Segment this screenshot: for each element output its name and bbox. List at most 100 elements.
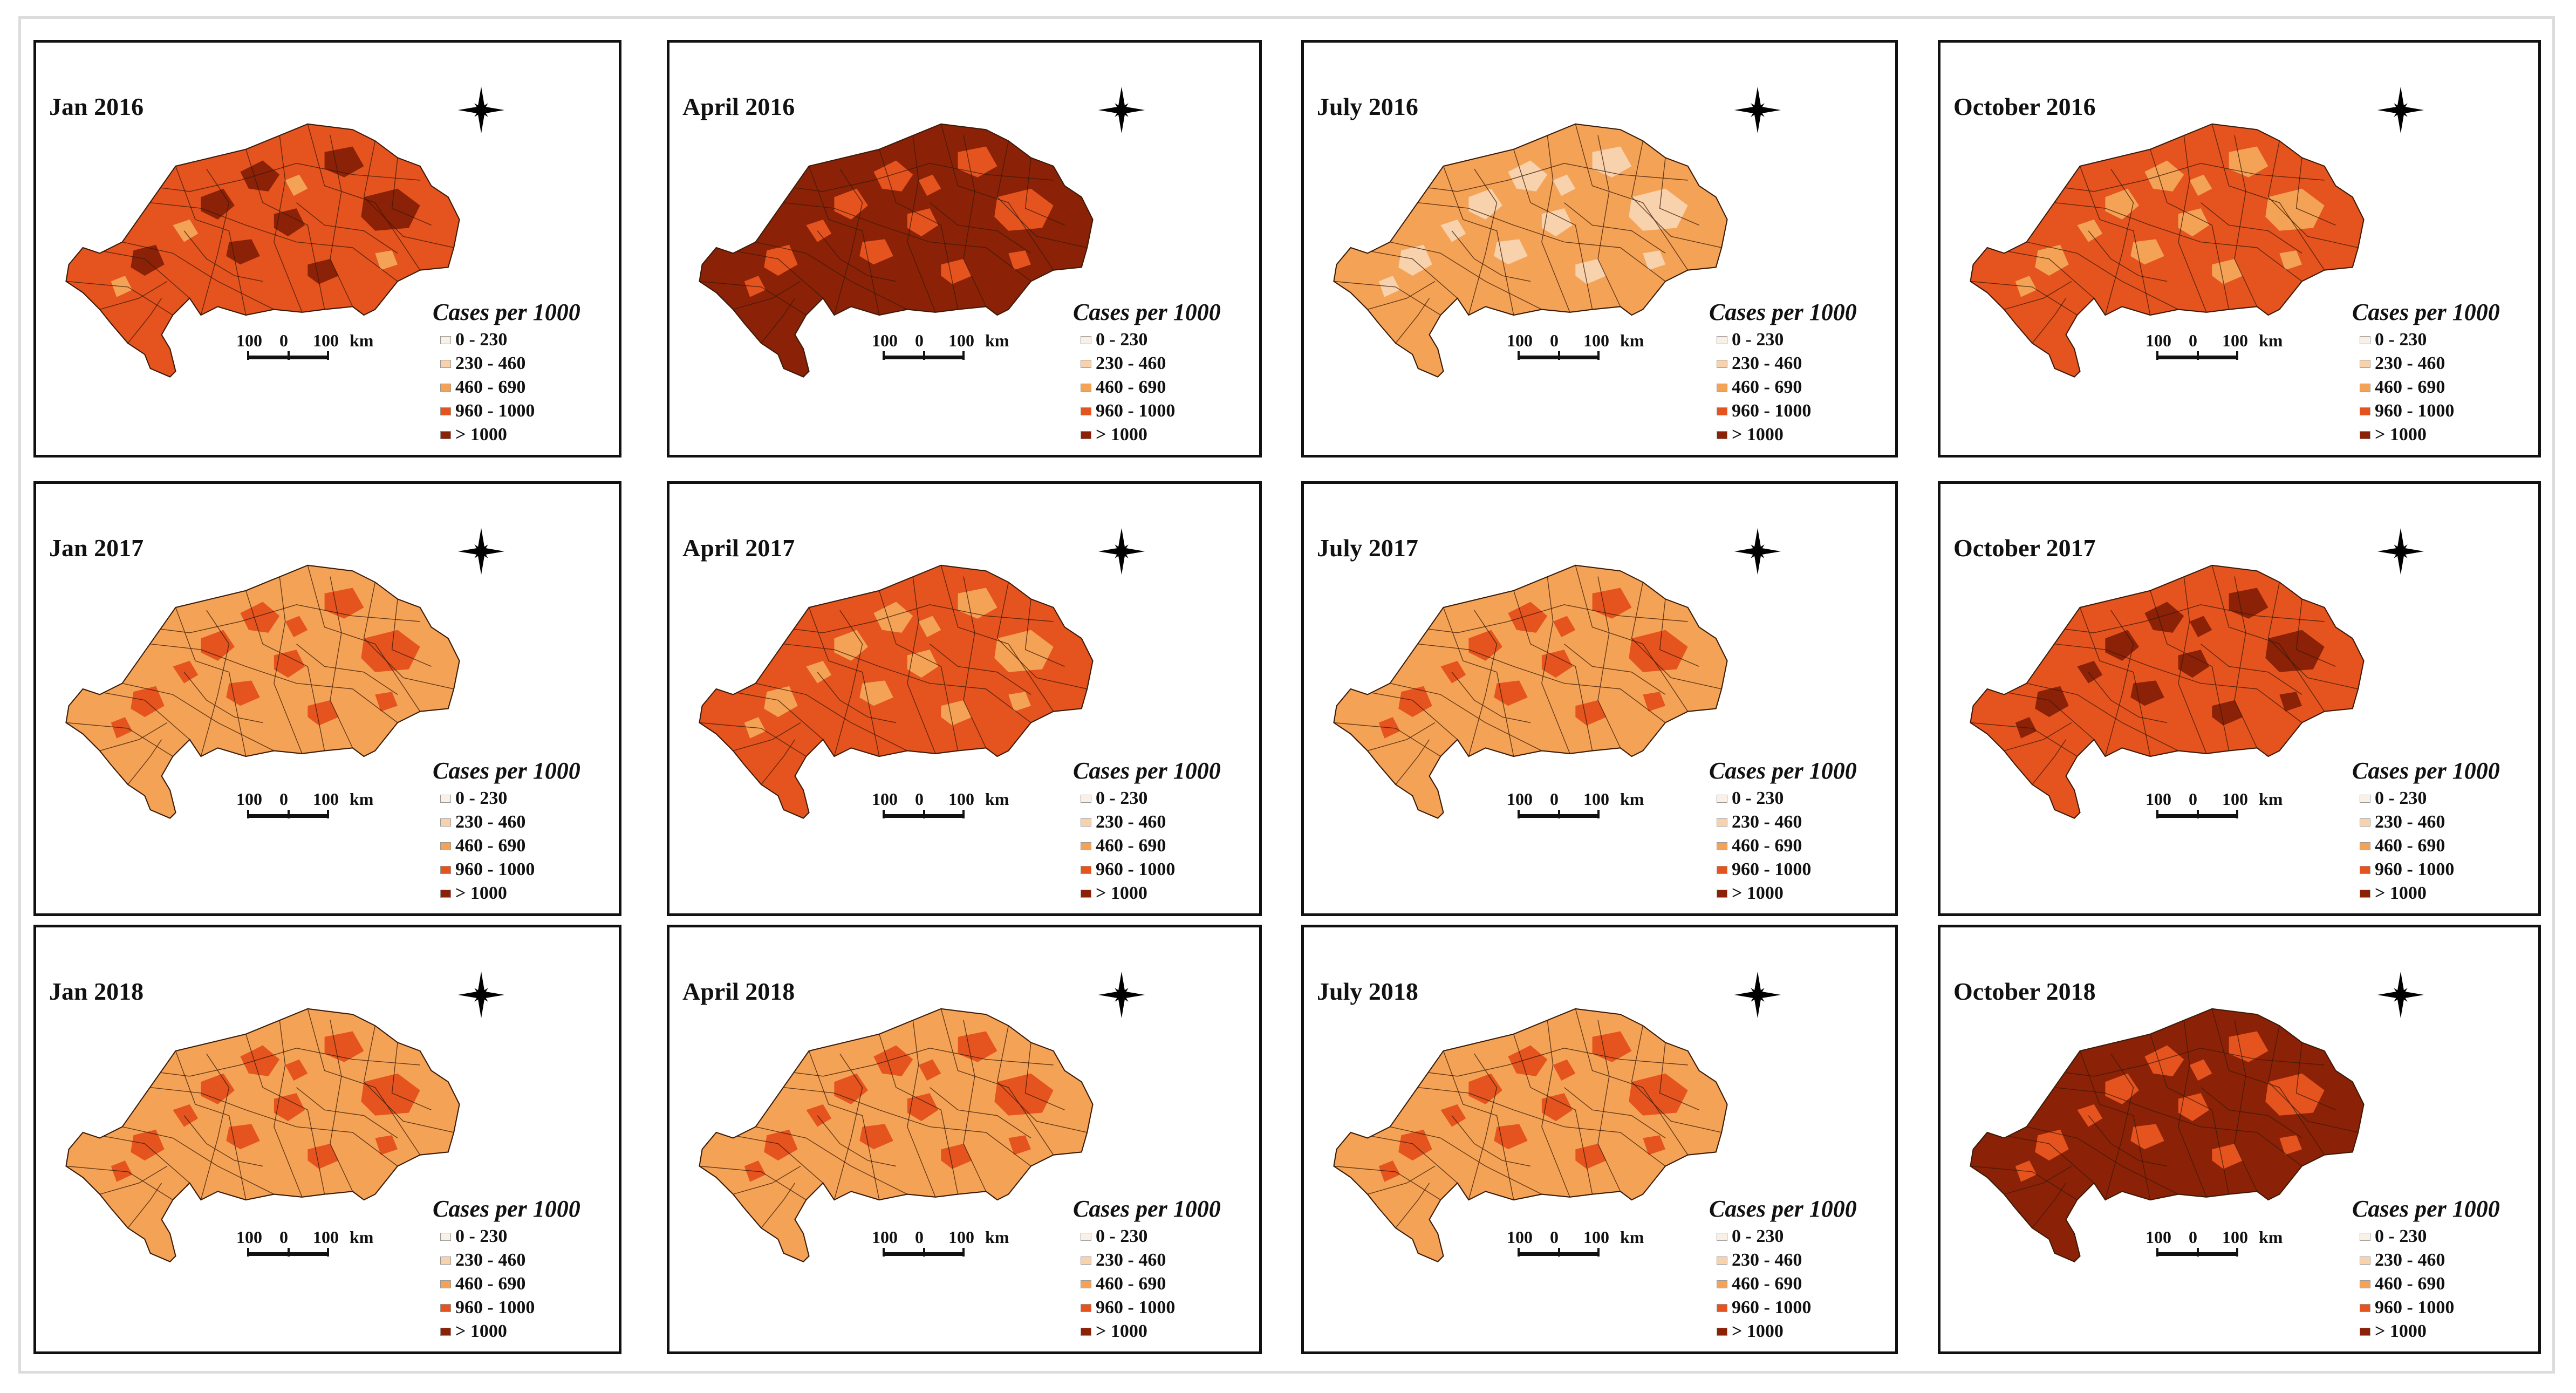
district-border [122,682,275,752]
district-border [150,643,398,723]
district-border [99,722,168,752]
country-region [1970,124,2364,377]
legend-label: 0 - 230 [455,330,508,350]
legend-swatch [1081,1280,1091,1288]
district-border [274,135,303,313]
legend-label: 230 - 460 [455,812,526,832]
country-region [699,565,1093,818]
scale-label: 100 [1507,1227,1533,1247]
legend-item: 0 - 230 [2360,328,2500,352]
district-border [2267,140,2359,248]
district-border [66,281,173,316]
panel-title: October 2017 [1953,534,2096,562]
district-border [1541,135,1570,313]
legend-swatch [2360,1232,2370,1241]
district-border [907,1020,936,1198]
legend-swatch [1717,359,1727,368]
legend-label: 460 - 690 [2375,836,2445,856]
district-region [1440,219,1466,242]
district-border [783,643,1031,723]
legend-swatch [440,407,451,415]
legend: Cases per 1000 0 - 230 230 - 460 460 - 690 9… [2352,1195,2500,1343]
district-border [2267,582,2359,689]
legend-label: 0 - 230 [2375,1226,2427,1246]
district-region [2077,219,2103,242]
district-region [173,660,199,684]
district-region [1592,588,1632,619]
district-border [817,230,897,282]
legend-label: 460 - 690 [1732,836,1802,856]
legend-label: 0 - 230 [1732,1226,1784,1246]
legend-swatch [1081,1327,1091,1336]
district-region [1398,244,1432,276]
scale-label: km [350,331,374,350]
legend-swatch [1081,794,1091,803]
district-border [2026,241,2179,310]
legend-label: 230 - 460 [1732,1250,1802,1270]
legend-swatch [440,1303,451,1312]
legend-swatch [1717,865,1727,874]
district-region [240,602,280,633]
legend-swatch [1081,842,1091,850]
district-region [375,1135,398,1155]
district-region [1508,602,1548,633]
north-arrow-icon [2377,971,2424,1019]
legend-item: 960 - 1000 [1717,858,1857,882]
legend-item: > 1000 [1081,882,1221,905]
district-region [1553,616,1576,638]
north-arrow-icon [457,971,505,1019]
district-region [1508,1045,1548,1076]
scale-label: 0 [279,331,288,350]
scale-tick [1558,351,1560,360]
legend-item: 460 - 690 [1081,834,1221,858]
legend-swatch [1081,407,1091,415]
legend-title: Cases per 1000 [1073,757,1221,784]
district-border [391,158,432,226]
district-border [122,241,275,310]
scale-tick [1518,1248,1520,1257]
scale-label: 100 [2222,1227,2248,1247]
legend-item: 460 - 690 [1717,1272,1857,1296]
district-border [1367,722,1436,752]
district-region [375,692,398,712]
legend-label: 0 - 230 [1732,788,1784,808]
legend-swatch [2360,818,2370,827]
district-region [1643,250,1665,270]
legend-item: 960 - 1000 [2360,858,2500,882]
scale-bar: 100 0 100 km [236,331,398,361]
legend-label: > 1000 [1096,1321,1147,1341]
district-border [2054,1087,2302,1167]
district-region [873,160,913,192]
district-border [296,202,398,254]
district-border [296,1087,398,1139]
legend-label: > 1000 [455,1321,507,1341]
legend-swatch [1081,431,1091,439]
scale-tick [288,810,290,818]
scale-tick [1518,351,1520,360]
scale-label: 100 [236,1227,262,1247]
legend-item: 0 - 230 [440,328,580,352]
district-region [1553,174,1576,196]
legend: Cases per 1000 0 - 230 230 - 460 460 - 690 9… [1709,757,1857,905]
legend-label: > 1000 [2375,883,2427,903]
district-border [175,607,247,757]
legend-label: 460 - 690 [1096,377,1166,397]
scale-tick [288,1248,290,1257]
district-border [1390,1126,1542,1195]
legend-swatch [1717,1280,1727,1288]
district-border [755,1126,908,1195]
district-region [1592,146,1632,177]
district-border [1418,1087,1666,1167]
district-border [2079,1050,2151,1200]
country-outline [1333,564,1728,819]
legend-swatch [440,431,451,439]
legend-label: 230 - 460 [455,1250,526,1270]
legend-item: 460 - 690 [1081,375,1221,399]
legend-swatch [2360,359,2370,368]
district-border [2234,576,2258,748]
district-region [2178,208,2210,237]
district-border [963,576,987,748]
district-border [1631,140,1722,248]
scale-tick [2156,1248,2158,1257]
district-region [806,219,832,242]
